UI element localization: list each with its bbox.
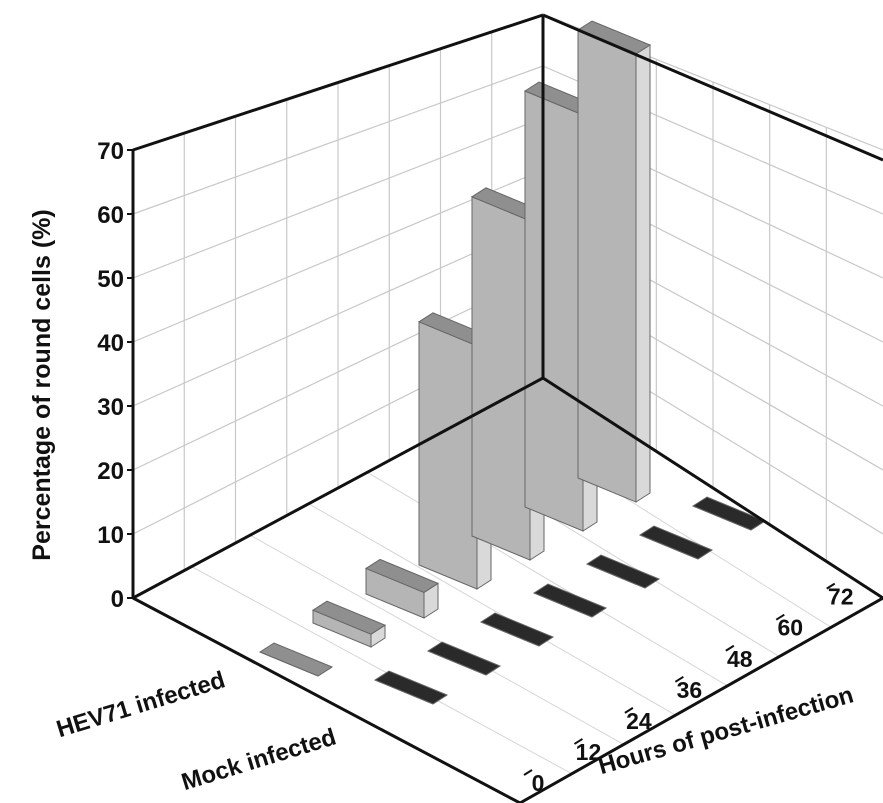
floor-edge-front: [132, 596, 521, 803]
grid: [132, 13, 883, 775]
x-tick: [674, 675, 684, 683]
x-tick: [624, 707, 634, 714]
bar: [426, 641, 502, 676]
bar-top: [532, 583, 608, 618]
bar-top: [585, 554, 661, 589]
x-tick: [775, 613, 785, 621]
bar-top: [364, 558, 440, 593]
bar: [691, 496, 767, 531]
x-axis: [519, 596, 883, 803]
bar-top: [311, 600, 387, 635]
bar: [258, 642, 334, 677]
bar: [311, 600, 387, 648]
bar-front: [524, 90, 584, 532]
floor-edge-right: [542, 376, 883, 600]
series-label-mock: Mock infected: [178, 724, 339, 797]
bar-top: [258, 642, 334, 677]
bar-front: [418, 321, 478, 590]
bar: [373, 670, 449, 705]
y-tick-label: 50: [97, 266, 124, 293]
x-tick-label: 48: [727, 646, 753, 672]
x-tick: [725, 644, 735, 652]
y-tick-label: 70: [97, 138, 124, 165]
bar-top: [373, 670, 449, 705]
bar-top: [638, 525, 714, 560]
floor-edge-left: [132, 376, 544, 600]
x-tick-label: 36: [677, 677, 703, 703]
y-tick-label: 40: [97, 330, 124, 357]
y-tick-label: 30: [97, 394, 124, 421]
x-tick-label: 60: [777, 615, 803, 641]
grid-line-floor: [249, 534, 624, 745]
top-edge-left: [132, 13, 544, 152]
bar-top: [426, 641, 502, 676]
y-axis-title: Percentage of round cells (%): [28, 209, 56, 560]
y-tick-label: 10: [97, 522, 124, 549]
bar: [479, 612, 555, 647]
bars: [258, 20, 767, 705]
y-tick-label: 20: [97, 458, 124, 485]
bar-top: [479, 612, 555, 647]
axes: [127, 13, 883, 803]
x-tick-label: 12: [576, 739, 602, 765]
bar: [638, 525, 714, 560]
x-tick-label: 0: [532, 770, 545, 796]
bar-front: [471, 196, 531, 561]
y-tick-label: 0: [111, 586, 124, 613]
x-tick-label: 24: [626, 708, 652, 734]
grid-line-floor: [191, 566, 573, 775]
y-tick-label: 60: [97, 202, 124, 229]
x-tick: [573, 738, 583, 745]
bar: [364, 558, 440, 619]
bar: [532, 583, 608, 618]
bar: [585, 554, 661, 589]
x-tick-label: 72: [828, 584, 854, 610]
x-tick: [523, 769, 533, 776]
top-edge-right: [542, 13, 883, 162]
grid-line-floor: [308, 503, 676, 716]
series-label-hev71: HEV71 infected: [53, 666, 228, 743]
x-tick: [826, 582, 836, 590]
bar-side: [635, 44, 651, 503]
bar: [576, 20, 652, 503]
